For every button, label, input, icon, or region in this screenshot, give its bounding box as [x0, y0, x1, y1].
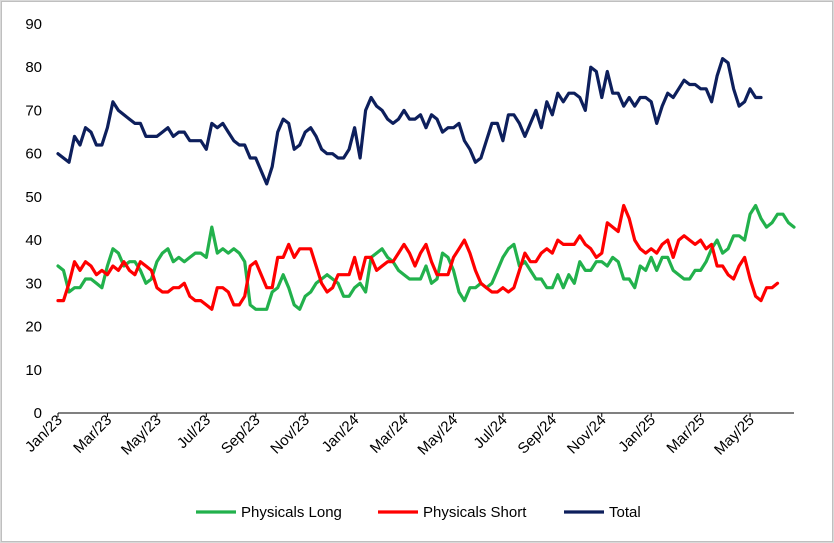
x-tick-label: Jul/23	[174, 412, 214, 452]
x-tick-label: May/25	[711, 412, 758, 459]
y-tick-label: 20	[25, 319, 42, 336]
x-tick-label: Nov/23	[267, 412, 313, 458]
y-tick-label: 10	[25, 362, 42, 379]
series-line-physicals-short	[56, 203, 780, 311]
y-tick-label: 50	[25, 189, 42, 206]
x-tick-label: Jan/23	[22, 412, 66, 456]
x-tick-label: Jul/24	[470, 412, 510, 452]
x-tick-label: Mar/24	[367, 412, 412, 457]
y-tick-label: 80	[25, 59, 42, 76]
x-tick-label: Mar/23	[70, 412, 115, 457]
x-tick-label: Sep/24	[515, 412, 561, 458]
y-tick-label: 90	[25, 16, 42, 33]
y-tick-label: 40	[25, 232, 42, 249]
x-tick-label: May/24	[414, 412, 461, 459]
y-tick-label: 30	[25, 275, 42, 292]
y-tick-label: 60	[25, 146, 42, 163]
legend-label: Physicals Short	[423, 504, 527, 521]
x-tick-label: Mar/25	[663, 412, 708, 457]
y-tick-label: 70	[25, 102, 42, 119]
x-tick-label: Jan/24	[319, 412, 363, 456]
series-line-physicals-long	[56, 203, 796, 311]
series-line-total	[56, 56, 763, 186]
x-tick-label: Sep/23	[218, 412, 264, 458]
x-tick-label: May/23	[118, 412, 165, 459]
y-tick-label: 0	[34, 405, 42, 422]
legend-label: Physicals Long	[241, 504, 342, 521]
x-tick-label: Jan/25	[615, 412, 659, 456]
legend-label: Total	[609, 504, 641, 521]
x-tick-label: Nov/24	[564, 412, 610, 458]
